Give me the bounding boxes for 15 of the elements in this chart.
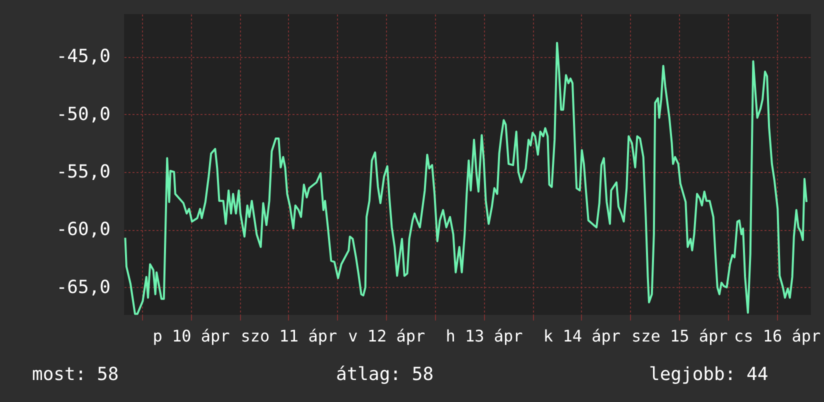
text: átlag: 58 <box>336 364 434 385</box>
x-tick-label: sze 15 ápr <box>631 326 728 346</box>
x-tick-label: cs 16 ápr <box>734 326 822 346</box>
y-tick-label: -50,0 <box>56 104 110 125</box>
x-tick-label: v 12 ápr <box>348 326 426 346</box>
x-tick-label: p 10 ápr <box>152 326 230 346</box>
y-tick-label: -65,0 <box>56 276 110 298</box>
x-tick-label: szo 11 ápr <box>240 326 338 346</box>
text: most: 58 <box>32 364 119 385</box>
y-tick-label: -60,0 <box>56 219 110 240</box>
x-tick-label: h 13 ápr <box>446 326 524 346</box>
x-tick-label: k 14 ápr <box>543 326 621 346</box>
text: legjobb: 44 <box>649 364 768 385</box>
y-tick-label: -45,0 <box>56 46 110 68</box>
y-tick-label: -55,0 <box>56 161 110 182</box>
